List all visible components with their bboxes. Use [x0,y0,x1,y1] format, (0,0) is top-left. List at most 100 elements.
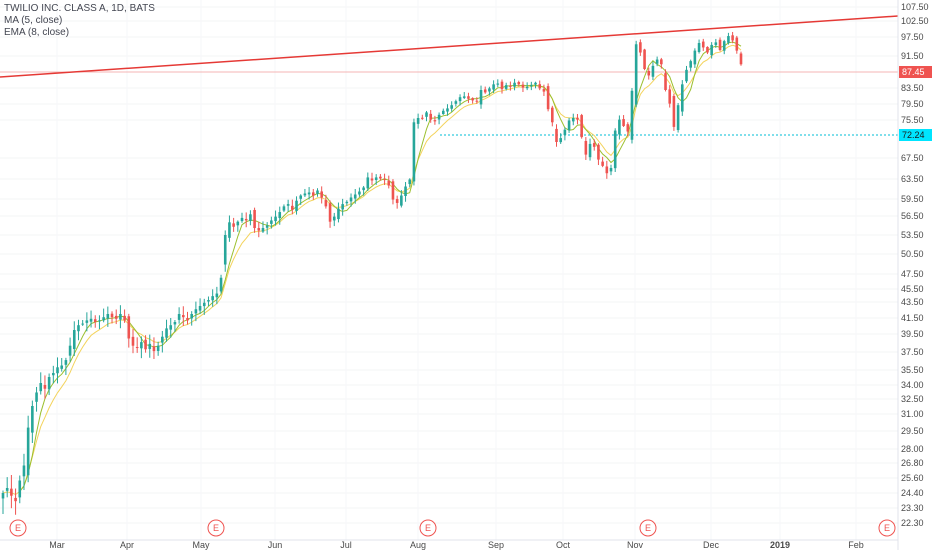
candle-body [429,113,433,120]
candle-body [295,200,298,211]
candle-body [228,222,231,238]
candle-body [89,318,93,322]
candle-body [525,86,529,89]
candle-body [156,345,160,351]
candle-body [215,293,219,298]
time-tick-label: Apr [120,540,134,550]
candle-body [672,96,676,127]
candle-body [555,128,558,142]
price-tick-label: 22.30 [901,518,924,528]
candle-body [488,88,491,92]
candle-body [194,309,198,314]
candle-body [571,118,575,122]
candle-body [303,193,307,196]
candle-body [370,178,374,181]
price-tick-label: 26.80 [901,458,924,468]
candle-body [282,206,286,211]
time-tick-label: May [192,540,210,550]
candle-body [119,314,122,320]
candle-body [706,46,709,53]
price-tick-label: 35.50 [901,365,924,375]
candle-body [613,130,617,169]
candle-body [722,41,726,51]
candle-body [618,119,621,135]
candle-body [81,323,84,325]
price-tick-label: 50.50 [901,249,924,259]
candle-body [320,191,323,198]
candle-body [496,83,500,85]
candle-body [278,212,282,219]
candle-body [211,296,214,301]
candle-body [563,129,567,136]
trendline [0,15,899,78]
price-tick-label: 28.00 [901,444,924,454]
candle-body [509,85,512,87]
price-tick-label: 102.50 [901,16,929,26]
price-badges: 87.45 72.24 [899,66,932,141]
price-tick-label: 97.50 [901,32,924,42]
level-price-badge: 72.24 [902,130,925,140]
price-tick-label: 83.50 [901,83,924,93]
price-tick-label: 79.50 [901,99,924,109]
price-tick-label: 75.50 [901,115,924,125]
candle-body [622,119,625,126]
candle-body [127,316,131,339]
earnings-marker-circle [419,519,437,537]
candle-body [693,50,697,65]
candle-body [634,44,638,105]
candle-body [492,84,495,90]
candle-body [643,49,646,70]
earnings-marker: E [645,523,651,533]
candle-body [584,140,588,155]
candle-body [253,209,256,229]
candle-body [39,383,43,392]
candle-body [735,37,739,51]
candle-body [395,199,399,203]
candle-body [144,339,147,350]
candle-body [710,44,713,56]
candle-body [412,122,416,182]
candle-body [731,35,734,41]
price-tick-label: 53.50 [901,230,924,240]
candle-body [458,97,462,102]
candle-body [546,86,550,110]
price-axis[interactable]: 107.50 102.50 97.50 91.50 83.50 79.50 75.50 67.… [897,0,929,550]
price-tick-label: 25.60 [901,473,924,483]
price-tick-label: 45.50 [901,284,924,294]
candle-body [383,179,386,181]
candle-body [328,203,332,222]
candle-body [1,493,5,499]
price-tick-label: 24.40 [901,488,924,498]
candle-body [337,208,340,220]
candle-body [173,322,177,325]
time-tick-label: Sep [488,540,504,550]
last-price-badge: 87.45 [902,67,925,77]
candle-body [580,115,583,138]
candle-body [324,200,328,207]
candle-body [479,90,483,105]
price-tick-label: 63.50 [901,174,924,184]
time-axis[interactable]: Mar Apr May Jun Jul Aug Sep Oct Nov Dec 2019 Feb [0,539,898,550]
candle-body [43,385,47,389]
candle-body [714,42,718,45]
candle-body [538,84,542,89]
candle-body [517,82,521,85]
candle-body [270,220,273,224]
time-tick-label: Dec [703,540,720,550]
candle-body [542,89,546,92]
legend: TWILIO INC. CLASS A, 1D, BATS MA (5, clo… [4,3,155,39]
candle-body [223,235,227,265]
price-tick-label: 47.50 [901,269,924,279]
price-tick-label: 43.50 [901,297,924,307]
candle-body [182,315,185,318]
earnings-marker: E [425,523,431,533]
candle-body [131,336,135,346]
candle-body [332,216,336,221]
candle-body [202,302,206,307]
last-price-badge-bg [899,66,932,78]
candle-body [425,112,428,117]
earnings-marker-circle [878,519,896,537]
time-tick-label: Feb [848,540,864,550]
